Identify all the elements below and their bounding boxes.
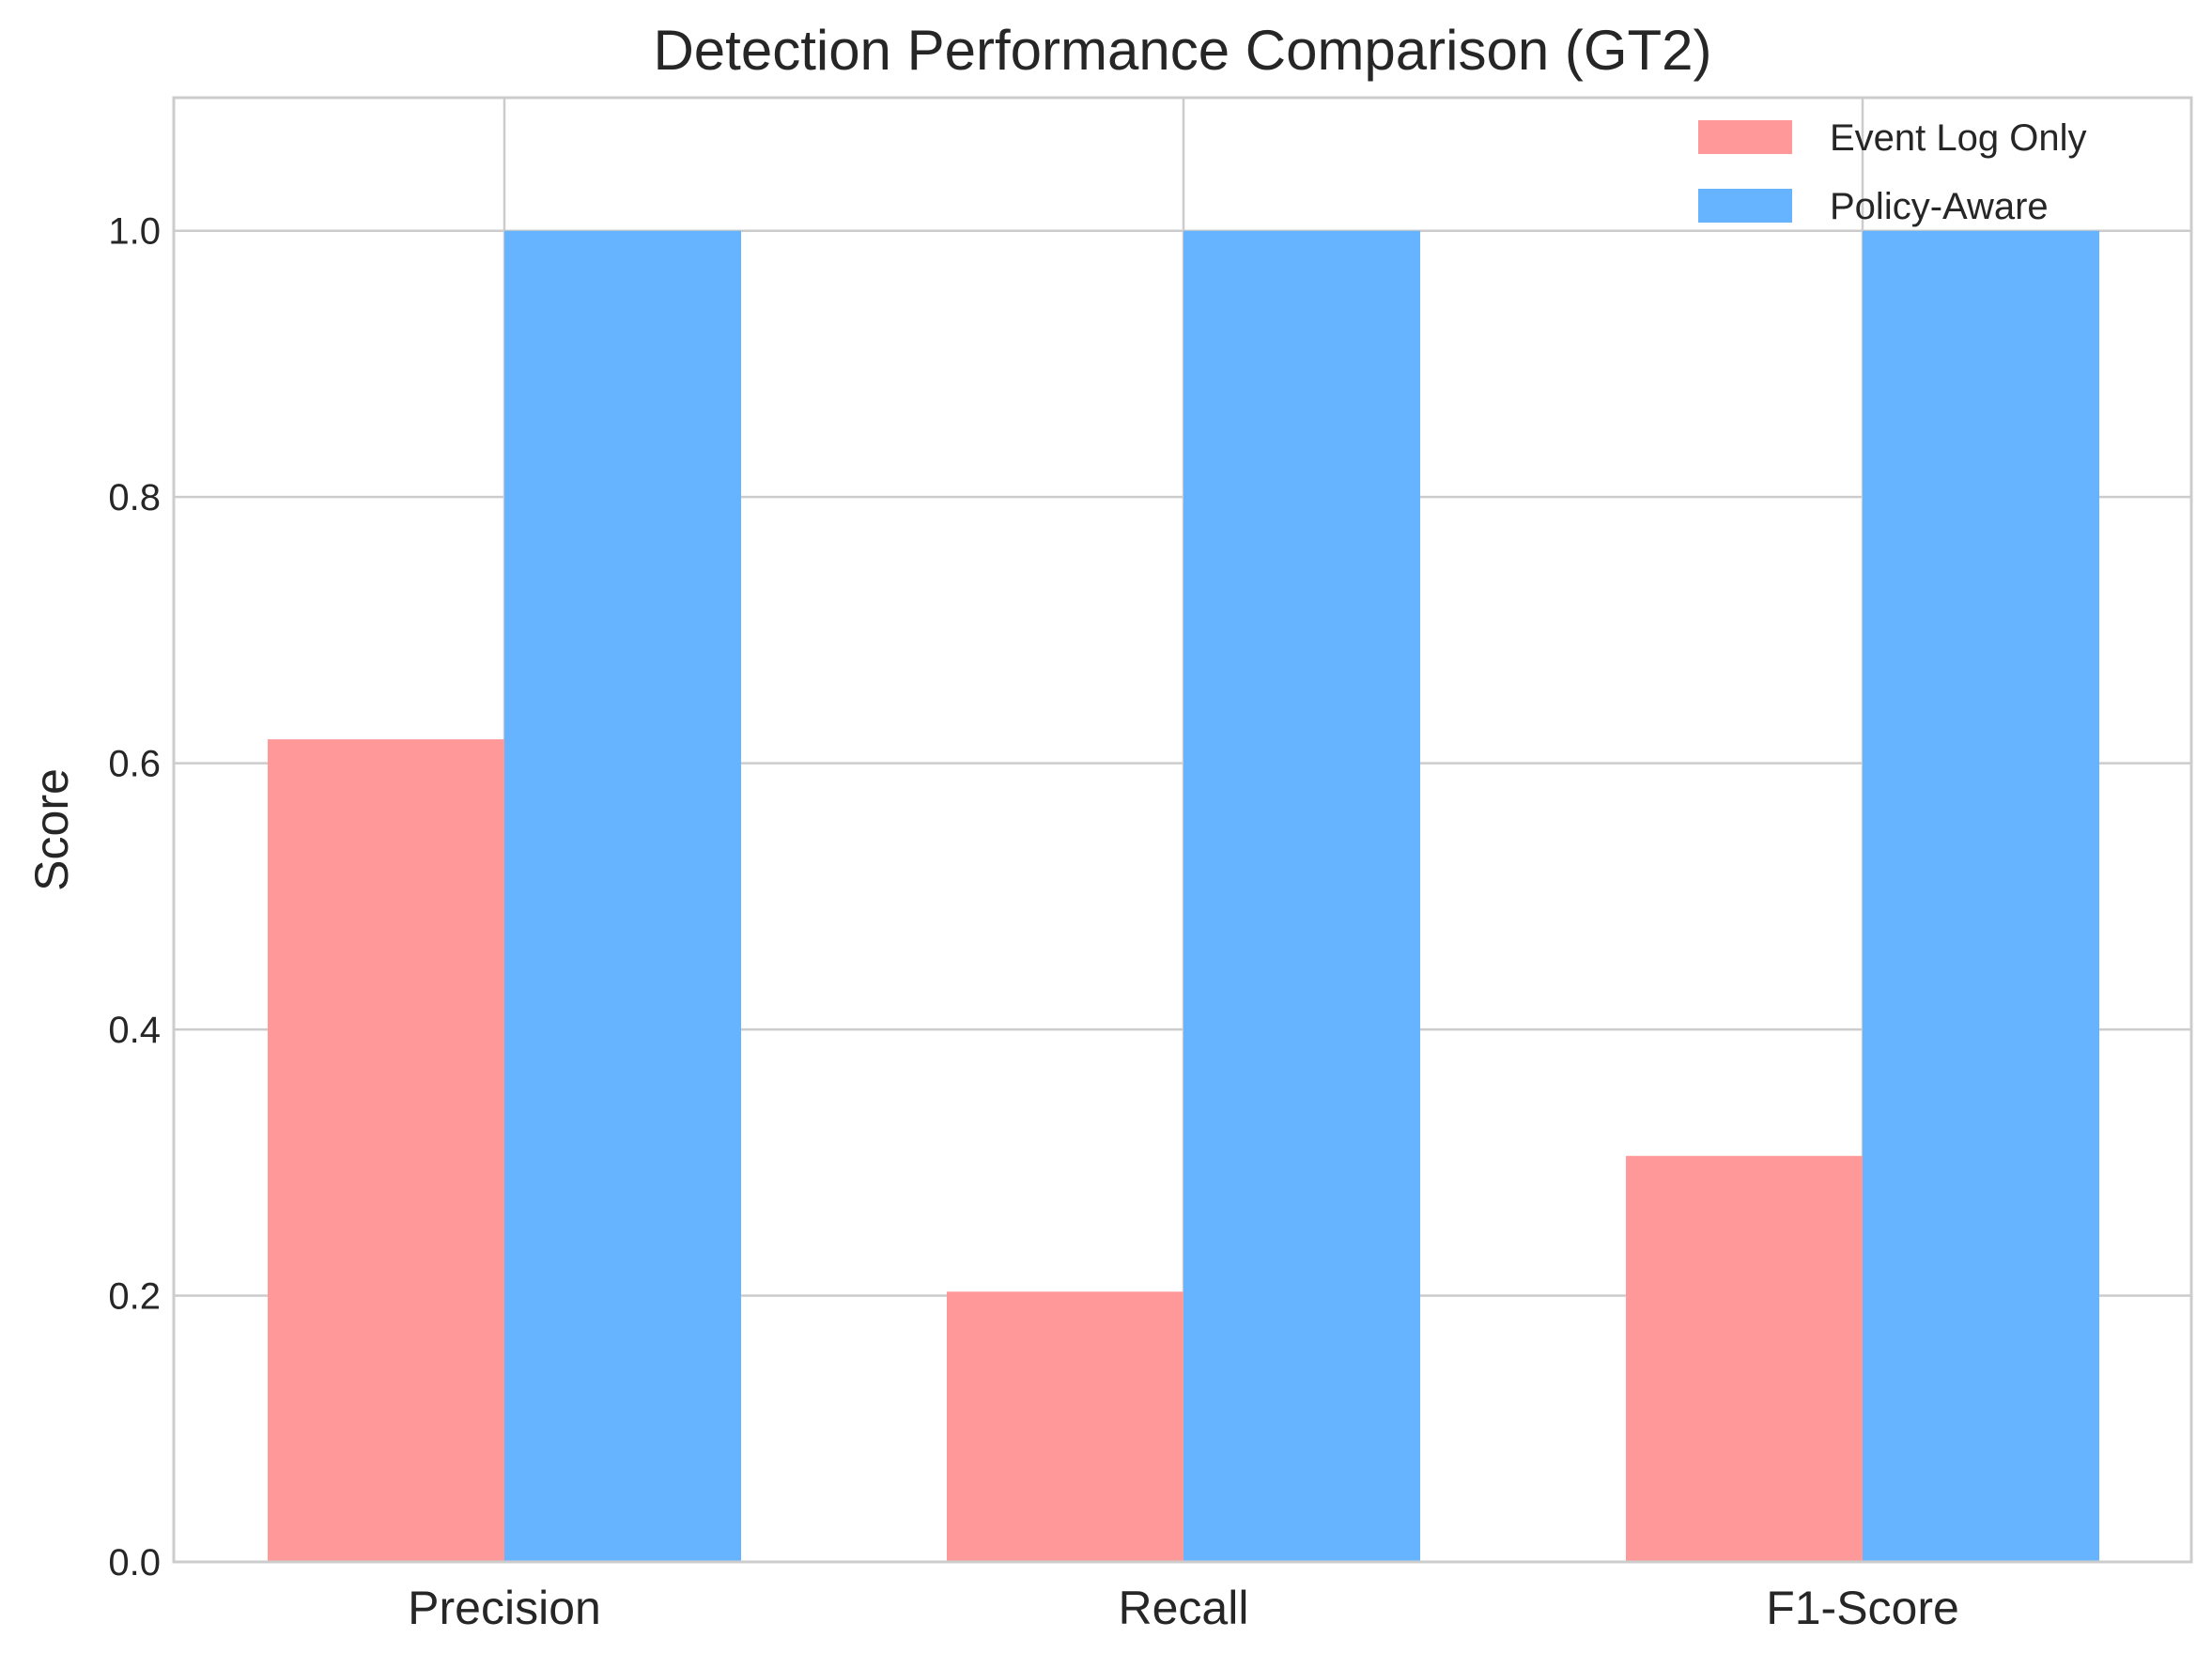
bar-policy-aware-recall xyxy=(1183,230,1420,1562)
x-tick-label: F1-Score xyxy=(1766,1582,1959,1634)
x-tick-label: Recall xyxy=(1119,1582,1249,1634)
bar-event-log-only-precision xyxy=(268,739,504,1562)
chart-title: Detection Performance Comparison (GT2) xyxy=(653,19,1711,82)
bar-event-log-only-f1-score xyxy=(1626,1155,1863,1562)
legend-label: Policy-Aware xyxy=(1830,186,2049,227)
bar-policy-aware-f1-score xyxy=(1863,230,2099,1562)
y-tick-label: 0.8 xyxy=(108,477,161,518)
y-tick-label: 0.6 xyxy=(108,744,161,785)
y-tick-label: 0.4 xyxy=(108,1010,161,1051)
x-tick-label: Precision xyxy=(408,1582,601,1634)
y-tick-label: 0.0 xyxy=(108,1542,161,1583)
bar-event-log-only-recall xyxy=(947,1291,1183,1562)
legend: Event Log Only Policy-Aware xyxy=(1698,117,2087,227)
y-tick-label: 1.0 xyxy=(108,211,161,253)
y-axis-label: Score xyxy=(25,768,78,891)
legend-swatch xyxy=(1698,120,1792,154)
bar-policy-aware-precision xyxy=(504,230,741,1562)
legend-label: Event Log Only xyxy=(1830,117,2087,159)
y-tick-label: 0.2 xyxy=(108,1276,161,1318)
plot-area-frame xyxy=(172,96,2193,1564)
legend-swatch xyxy=(1698,189,1792,223)
